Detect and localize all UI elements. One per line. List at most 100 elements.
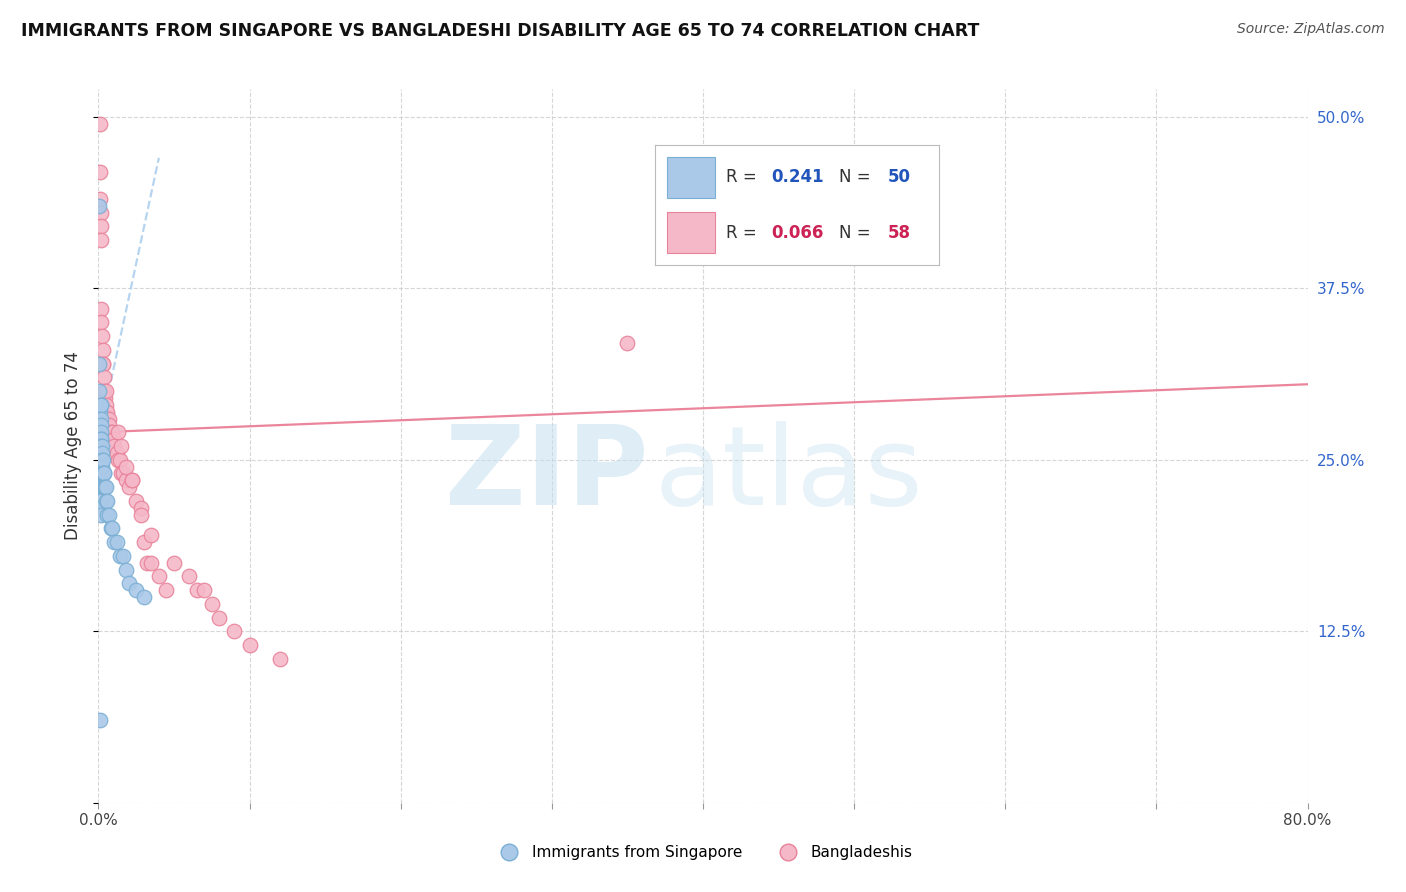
Point <box>100 521 122 535</box>
Point <box>110 439 132 453</box>
Point <box>89 432 111 446</box>
Point <box>90 446 112 460</box>
Point <box>90 233 112 247</box>
Point <box>111 467 134 481</box>
Point <box>101 425 124 440</box>
Point <box>110 467 132 481</box>
Point <box>163 556 186 570</box>
Text: atlas: atlas <box>655 421 924 528</box>
Point <box>91 467 114 481</box>
Point <box>224 624 246 639</box>
Point <box>89 480 111 494</box>
Point <box>96 405 118 419</box>
Point <box>616 336 638 351</box>
Point <box>103 432 125 446</box>
Point <box>90 398 112 412</box>
Text: 0.241: 0.241 <box>772 169 824 186</box>
Point <box>94 405 117 419</box>
Point <box>108 452 131 467</box>
Point <box>89 384 111 398</box>
Point <box>91 459 114 474</box>
Point <box>90 301 112 316</box>
Point <box>186 583 208 598</box>
Point <box>89 357 111 371</box>
Bar <box>666 212 714 253</box>
Point <box>101 521 124 535</box>
Point <box>94 480 117 494</box>
Point <box>105 446 128 460</box>
Point <box>89 494 111 508</box>
Point <box>89 405 111 419</box>
Point <box>91 343 114 357</box>
Point <box>98 411 121 425</box>
Point <box>91 357 114 371</box>
Point <box>89 164 111 178</box>
Point <box>201 597 224 611</box>
Point <box>94 384 117 398</box>
Point <box>89 116 111 130</box>
Point <box>89 459 111 474</box>
Point <box>90 219 112 234</box>
Text: R =: R = <box>725 224 762 242</box>
Point <box>129 508 152 522</box>
Point <box>208 610 231 624</box>
Point <box>90 205 112 219</box>
Point <box>103 535 125 549</box>
Point <box>114 473 136 487</box>
Y-axis label: Disability Age 65 to 74: Disability Age 65 to 74 <box>65 351 83 541</box>
Point <box>90 439 112 453</box>
Point <box>193 583 215 598</box>
Point <box>121 473 143 487</box>
Point <box>90 432 112 446</box>
Text: N =: N = <box>839 169 876 186</box>
Point <box>93 467 115 481</box>
Point <box>125 583 148 598</box>
Point <box>90 500 112 515</box>
Point <box>91 452 114 467</box>
Point <box>141 528 163 542</box>
Point <box>105 535 128 549</box>
Legend: Immigrants from Singapore, Bangladeshis: Immigrants from Singapore, Bangladeshis <box>488 839 918 866</box>
Point <box>98 418 121 433</box>
Point <box>90 418 112 433</box>
Point <box>93 467 115 481</box>
Text: 58: 58 <box>887 224 911 242</box>
Point <box>132 535 155 549</box>
Point <box>108 549 131 563</box>
Point <box>93 384 115 398</box>
Point <box>90 432 112 446</box>
Point <box>89 467 111 481</box>
Point <box>89 452 111 467</box>
Point <box>94 398 117 412</box>
Point <box>89 467 111 481</box>
Point <box>94 391 117 405</box>
Point <box>90 425 112 440</box>
Point <box>91 329 114 343</box>
Point <box>89 199 111 213</box>
Point <box>135 556 157 570</box>
Point <box>107 425 129 440</box>
Point <box>129 500 152 515</box>
Point <box>148 569 170 583</box>
Point <box>90 316 112 330</box>
Point <box>118 576 141 591</box>
Text: IMMIGRANTS FROM SINGAPORE VS BANGLADESHI DISABILITY AGE 65 TO 74 CORRELATION CHA: IMMIGRANTS FROM SINGAPORE VS BANGLADESHI… <box>21 22 980 40</box>
Point <box>96 411 118 425</box>
Text: N =: N = <box>839 224 876 242</box>
Point <box>107 452 129 467</box>
Point <box>98 508 121 522</box>
Point <box>89 192 111 206</box>
Point <box>114 459 136 474</box>
Point <box>94 480 117 494</box>
Text: 50: 50 <box>887 169 911 186</box>
Bar <box>666 157 714 198</box>
Text: R =: R = <box>725 169 762 186</box>
Point <box>91 480 114 494</box>
Text: 0.066: 0.066 <box>772 224 824 242</box>
Text: ZIP: ZIP <box>446 421 648 528</box>
Point <box>100 425 122 440</box>
Point <box>179 569 201 583</box>
Point <box>93 370 115 384</box>
Point <box>93 467 115 481</box>
Point <box>111 549 134 563</box>
